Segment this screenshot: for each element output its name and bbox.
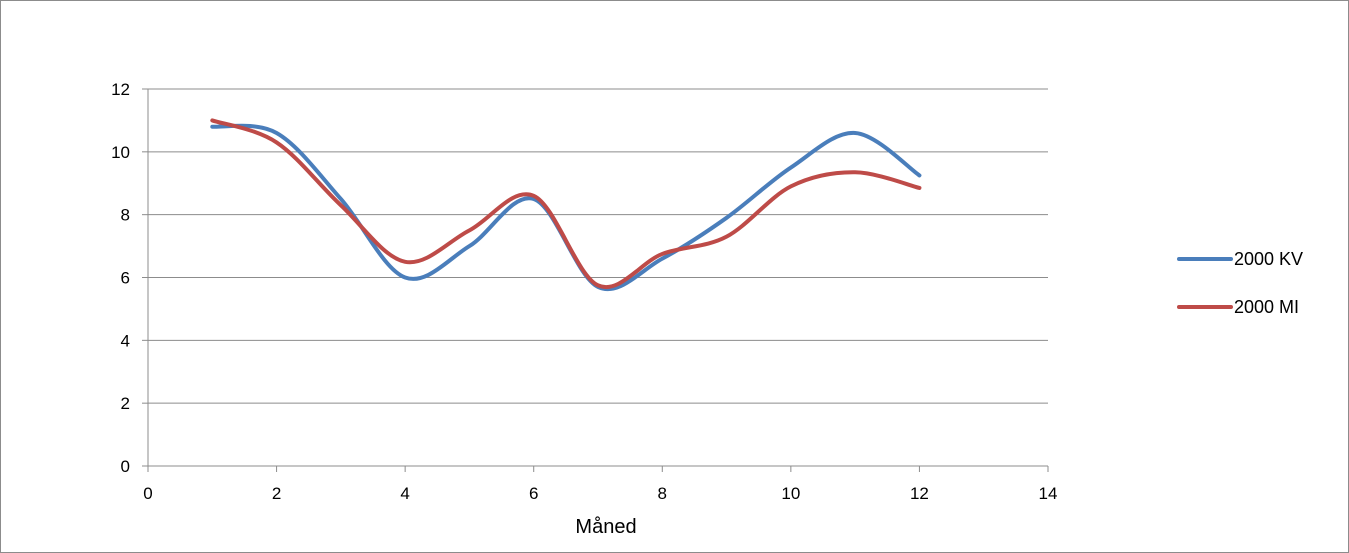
data-series [210,118,922,291]
x-tick-label: 12 [910,484,929,503]
series-line-2 [210,118,922,290]
y-tick-label: 4 [121,331,130,350]
y-tick-label: 0 [121,457,130,476]
series-line-1 [210,123,922,291]
y-tick-label: 12 [111,80,130,99]
tick-labels: 0 2 4 6 8 10 12 0 2 4 6 8 10 12 14 [111,80,1057,503]
x-tick-label: 0 [143,484,152,503]
x-tick-label: 14 [1039,484,1058,503]
legend: 2000 KV 2000 MI [1177,249,1303,317]
x-tick-label: 10 [781,484,800,503]
axes [142,88,1049,472]
legend-label: 2000 MI [1234,297,1299,317]
x-tick-label: 2 [272,484,281,503]
y-tick-label: 10 [111,143,130,162]
y-tick-label: 2 [121,394,130,413]
y-tick-label: 8 [121,206,130,225]
y-tick-label: 6 [121,269,130,288]
x-tick-label: 4 [400,484,409,503]
x-axis-title: Måned [575,516,636,538]
legend-label: 2000 KV [1234,249,1303,269]
x-tick-label: 8 [658,484,667,503]
x-tick-label: 6 [529,484,538,503]
